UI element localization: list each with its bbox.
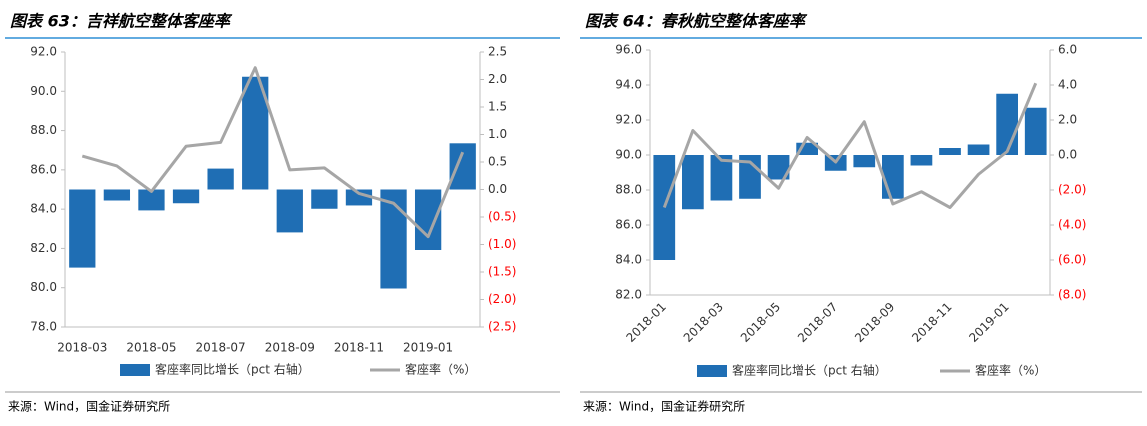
y-tick-label: 82.0 <box>30 241 57 255</box>
y2-tick-label: (1.5) <box>488 265 516 279</box>
y-tick-label: 92.0 <box>615 113 642 127</box>
source: 来源：Wind，国金证券研究所 <box>583 399 745 414</box>
y-tick-label: 90.0 <box>30 84 57 98</box>
y2-tick-label: 1.0 <box>488 127 507 141</box>
legend-swatch <box>697 365 727 377</box>
chart-title: 图表 64：春秋航空整体客座率 <box>585 12 808 31</box>
legend-swatch <box>120 364 150 376</box>
bar <box>69 189 96 268</box>
bar <box>939 148 961 155</box>
line <box>81 66 465 239</box>
bar <box>853 155 876 168</box>
legend-label: 客座率同比增长（pct 右轴） <box>155 362 310 377</box>
line <box>662 82 1038 209</box>
bar <box>996 93 1018 155</box>
x-tick-label: 2018-09 <box>265 341 315 355</box>
bar <box>910 155 933 166</box>
y2-tick-label: 1.5 <box>488 100 507 114</box>
y2-tick-label: (4.0) <box>1058 218 1086 232</box>
y2-tick-label: 4.0 <box>1058 78 1077 92</box>
x-tick-label: 2018-09 <box>852 300 897 345</box>
bar <box>207 168 234 190</box>
bar <box>767 155 790 180</box>
y-tick-label: 78.0 <box>30 320 57 334</box>
bar <box>967 144 990 155</box>
bar <box>311 189 338 209</box>
y-tick-label: 88.0 <box>615 183 642 197</box>
bar <box>138 189 165 211</box>
y2-tick-label: 0.5 <box>488 155 507 169</box>
y-tick-label: 82.0 <box>615 288 642 302</box>
y2-tick-label: 2.0 <box>488 72 507 86</box>
y2-tick-label: 2.0 <box>1058 113 1077 127</box>
y2-tick-label: (6.0) <box>1058 253 1086 267</box>
x-tick-label: 2018-01 <box>624 300 669 345</box>
y-tick-label: 86.0 <box>30 162 57 176</box>
x-tick-label: 2018-05 <box>738 300 783 345</box>
x-tick-label: 2019-01 <box>403 341 453 355</box>
bar <box>1024 107 1047 155</box>
bar <box>449 143 476 190</box>
bar <box>414 189 442 250</box>
y-tick-label: 84.0 <box>615 253 642 267</box>
x-tick-label: 2018-07 <box>196 341 246 355</box>
y2-tick-label: 0.0 <box>488 182 507 196</box>
y-tick-label: 96.0 <box>615 43 642 57</box>
bar <box>882 155 904 199</box>
x-tick-label: 2018-07 <box>795 300 840 345</box>
y2-tick-label: (2.5) <box>488 320 516 334</box>
legend-label: 客座率（%） <box>405 362 476 377</box>
x-tick-label: 2018-11 <box>909 300 954 345</box>
source: 来源：Wind，国金证券研究所 <box>8 399 170 414</box>
bar <box>682 155 704 210</box>
y2-tick-label: (8.0) <box>1058 288 1086 302</box>
bar <box>103 189 131 201</box>
y2-tick-label: (0.5) <box>488 210 516 224</box>
chart-title: 图表 63：吉祥航空整体客座率 <box>10 12 233 31</box>
y-tick-label: 90.0 <box>615 148 642 162</box>
y-tick-label: 80.0 <box>30 280 57 294</box>
bar <box>276 189 303 233</box>
x-tick-label: 2018-03 <box>681 300 726 345</box>
y-tick-label: 94.0 <box>615 78 642 92</box>
y-tick-label: 86.0 <box>615 218 642 232</box>
y2-tick-label: 0.0 <box>1058 148 1077 162</box>
y2-tick-label: 6.0 <box>1058 43 1077 57</box>
y2-tick-label: (2.0) <box>488 292 516 306</box>
bar <box>172 189 200 204</box>
legend-label: 客座率同比增长（pct 右轴） <box>732 363 887 378</box>
y2-tick-label: 2.5 <box>488 45 507 59</box>
x-tick-label: 2019-01 <box>966 300 1011 345</box>
y-tick-label: 92.0 <box>30 45 57 59</box>
y2-tick-label: (2.0) <box>1058 183 1086 197</box>
x-tick-label: 2018-11 <box>334 341 384 355</box>
bar <box>345 189 373 206</box>
legend-label: 客座率（%） <box>975 363 1046 378</box>
y-tick-label: 84.0 <box>30 202 57 216</box>
bar <box>380 189 407 289</box>
bar <box>710 155 733 201</box>
x-tick-label: 2018-03 <box>57 341 107 355</box>
y-tick-label: 88.0 <box>30 123 57 137</box>
x-tick-label: 2018-05 <box>126 341 176 355</box>
y2-tick-label: (1.0) <box>488 237 516 251</box>
